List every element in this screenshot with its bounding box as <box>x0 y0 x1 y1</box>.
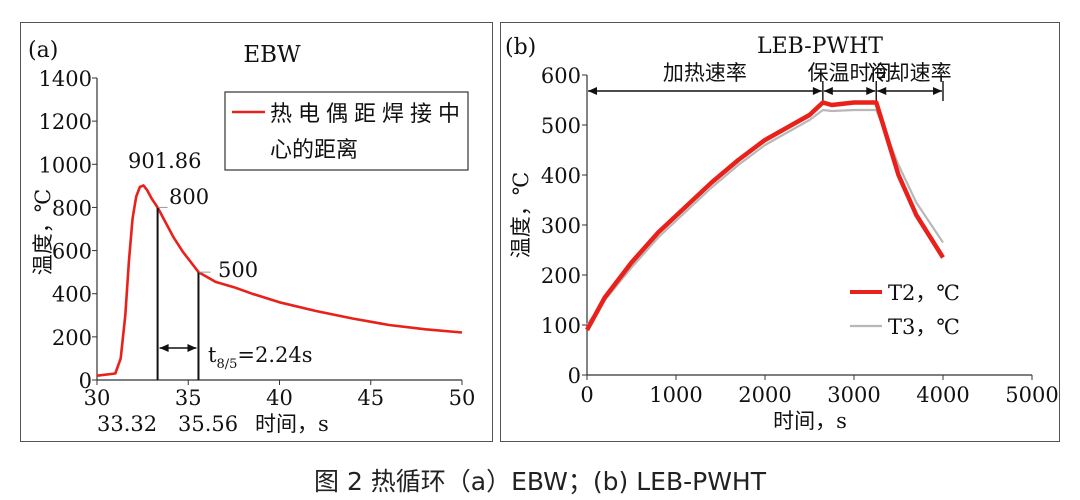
a-x800-label: 33.32 <box>97 412 157 436</box>
b-phase-label: 加热速率 <box>663 61 747 85</box>
b-series-t2-line <box>585 100 945 332</box>
a-y-tick-label: 400 <box>52 283 92 307</box>
a-x-tick-label: 45 <box>357 386 384 410</box>
a-y-tick-label: 600 <box>52 240 92 264</box>
a-y-tick-label: 200 <box>52 326 92 350</box>
b-legend-label: T2，℃ <box>888 281 960 305</box>
b-x-tick-label: 4000 <box>916 383 969 407</box>
a-x-tick-label: 50 <box>449 386 476 410</box>
b-phase-arrowhead-end <box>812 87 822 95</box>
a-x-tick-label: 40 <box>266 386 293 410</box>
a-title: EBW <box>243 42 301 68</box>
b-x-tick-label: 1000 <box>649 383 702 407</box>
b-phase-label: 保温时间 <box>808 61 892 85</box>
a-label-800: 800 <box>169 185 209 209</box>
a-series-line <box>96 184 463 377</box>
figure-caption: 图 2 热循环（a）EBW；(b) LEB-PWHT <box>314 467 766 496</box>
b-x-tick-label: 2000 <box>738 383 791 407</box>
a-y-tick-label: 1000 <box>39 153 92 177</box>
b-y-tick-label: 200 <box>541 264 581 288</box>
b-y-axis-label: 温度，℃ <box>509 172 533 259</box>
a-label-500: 500 <box>218 258 258 282</box>
b-phase-arrowhead-start <box>877 87 887 95</box>
a-panel-label: (a) <box>28 38 58 63</box>
b-phase-label: 冷却速率 <box>868 61 952 85</box>
b-panel-label: (b) <box>505 35 536 60</box>
a-y-tick-label: 800 <box>52 196 92 220</box>
a-legend-box <box>224 91 469 171</box>
b-phase-arrowhead-start <box>588 87 597 95</box>
a-t85-label: t8/5=2.24s <box>208 343 313 372</box>
b-phase-arrowhead-end <box>866 87 876 95</box>
b-x-tick-label: 5000 <box>1005 383 1058 407</box>
a-peak-label: 901.86 <box>128 149 201 173</box>
a-x-tick-label: 30 <box>84 386 111 410</box>
b-y-tick-label: 300 <box>541 214 581 238</box>
a-y-tick-label: 0 <box>79 369 92 393</box>
a-y-tick-label: 1400 <box>39 67 92 91</box>
a-x500-label: 35.56 <box>178 412 238 436</box>
b-y-tick-label: 600 <box>541 64 581 88</box>
a-legend-label-line1: 热电偶距焊接中 <box>270 102 460 127</box>
b-title: LEB-PWHT <box>757 34 883 59</box>
b-y-tick-label: 0 <box>568 364 581 388</box>
b-x-tick-label: 0 <box>580 383 593 407</box>
a-x-tick-label: 35 <box>175 386 202 410</box>
b-phase-arrowhead-start <box>823 87 833 95</box>
b-y-tick-label: 100 <box>541 314 581 338</box>
b-x-axis-label: 时间，s <box>773 409 847 433</box>
a-legend-label-line2: 心的距离 <box>270 138 358 163</box>
b-y-tick-label: 400 <box>541 164 581 188</box>
b-x-tick-label: 3000 <box>827 383 880 407</box>
a-t85-arrowhead-left <box>159 344 169 352</box>
b-phase-arrowhead-end <box>933 87 942 95</box>
a-x-axis-label: 时间，s <box>255 412 329 436</box>
b-y-tick-label: 500 <box>541 114 581 138</box>
a-y-tick-label: 1200 <box>39 110 92 134</box>
b-legend-label: T3，℃ <box>888 315 960 339</box>
a-y-axis-label: 温度，℃ <box>31 189 55 276</box>
a-t85-arrowhead-right <box>187 344 197 352</box>
